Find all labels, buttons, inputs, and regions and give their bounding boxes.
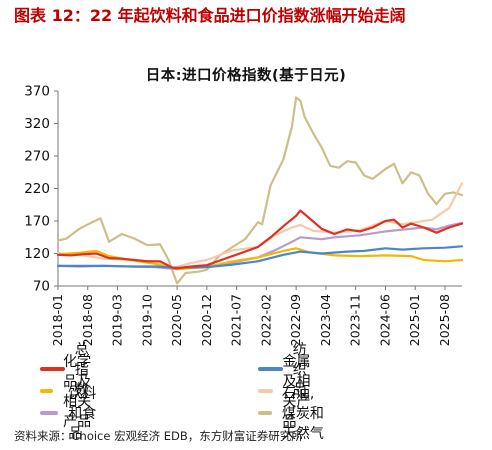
x-tick-label: 2018-01 — [50, 294, 65, 346]
legend-item: 化学品及相关产品 — [40, 354, 102, 430]
x-tick-label: 2023-11 — [348, 294, 363, 346]
x-tick-label: 2023-04 — [318, 294, 333, 346]
x-tick-label: 2020-12 — [199, 294, 214, 346]
legend-item: 总指数 — [40, 342, 102, 398]
series-line-6 — [56, 96, 464, 285]
legend-item: 纺织品 — [258, 342, 320, 398]
legend-swatch — [40, 367, 65, 371]
y-tick-label: 70 — [33, 279, 50, 295]
legend-label: 化学品及相关产品 — [63, 354, 92, 430]
legend-label: 石油,煤炭和天然气 — [281, 386, 324, 442]
x-tick-label: 2022-09 — [288, 294, 303, 346]
y-tick-label: 220 — [24, 181, 50, 197]
x-tick-label: 2024-06 — [377, 294, 392, 346]
legend-item: 石油,煤炭和天然气 — [258, 386, 324, 442]
y-tick-label: 270 — [24, 149, 50, 165]
series-line-2 — [56, 245, 464, 269]
legend-label: 饮料和食品 — [68, 386, 97, 442]
series-line-1 — [56, 209, 464, 270]
x-tick-label: 2022-02 — [258, 294, 273, 346]
x-tick-label: 2020-05 — [169, 294, 184, 346]
legend-swatch — [40, 411, 59, 415]
figure-title: 图表 12：22 年起饮料和食品进口价指数涨幅开始走阔 — [14, 6, 406, 25]
chart-title: 日本:进口价格指数(基于日元) — [145, 68, 347, 84]
y-tick-label: 370 — [24, 84, 50, 100]
x-tick-label: 2021-07 — [229, 294, 244, 346]
y-tick-label: 170 — [24, 214, 50, 230]
x-tick-label: 2019-10 — [139, 294, 154, 346]
y-tick-label: 320 — [24, 116, 50, 132]
legend-item: 金属及相关产品 — [258, 354, 320, 430]
legend-swatch — [40, 389, 54, 393]
x-tick-label: 2019-03 — [110, 294, 125, 346]
y-tick-label: 120 — [24, 246, 50, 262]
legend-item: 饮料和食品 — [40, 386, 102, 442]
line-chart: 70 120 170 220 270 320 370 2018-01 2018-08 2019-0… — [24, 84, 464, 346]
source-note: 资料来源：Choice 宏观经济 EDB，东方财富证券研究所 — [14, 429, 303, 443]
x-tick-label: 2025-01 — [407, 294, 422, 346]
legend-swatch — [258, 367, 283, 371]
legend-swatch — [258, 389, 273, 393]
legend-label: 总指数 — [74, 342, 89, 398]
series-line-3 — [56, 247, 464, 271]
x-tick-label: 2025-08 — [437, 294, 452, 346]
legend-label: 金属及相关产品 — [282, 354, 311, 430]
legend-label: 纺织品 — [292, 342, 307, 398]
x-tick-label: 2018-08 — [80, 294, 95, 346]
legend-swatch — [258, 411, 272, 415]
